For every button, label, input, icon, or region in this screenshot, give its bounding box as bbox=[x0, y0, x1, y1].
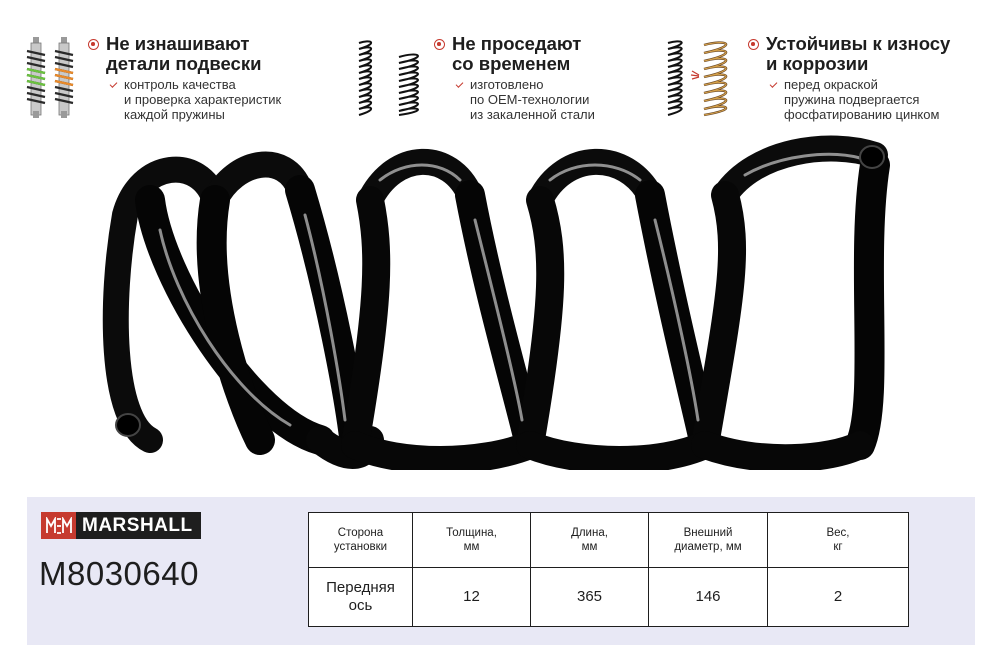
value-length: 365 bbox=[530, 567, 649, 627]
check-icon bbox=[455, 80, 464, 88]
brand-name: MARSHALL bbox=[82, 514, 193, 536]
bullet-icon bbox=[88, 39, 99, 50]
header-thickness: Толщина, мм bbox=[412, 512, 531, 568]
marshall-logo: MARSHALL bbox=[41, 512, 201, 539]
check-icon bbox=[769, 80, 778, 88]
shock-absorbers-icon bbox=[26, 37, 74, 118]
value-thickness: 12 bbox=[412, 567, 531, 627]
check-icon bbox=[109, 80, 118, 88]
value-side: Передняя ось bbox=[308, 567, 413, 627]
feature-title: Устойчивы к износу и коррозии bbox=[766, 33, 951, 74]
zinc-spring-icon bbox=[667, 40, 728, 117]
spec-header-row: Сторона установки Толщина, мм Длина, мм Вне… bbox=[308, 512, 909, 568]
feature-title: Не проседают со временем bbox=[452, 33, 582, 74]
header-side: Сторона установки bbox=[308, 512, 413, 568]
feature-desc: изготовлено по OEM-технологии из закален… bbox=[470, 77, 595, 122]
header-length: Длина, мм bbox=[530, 512, 649, 568]
spec-table: Сторона установки Толщина, мм Длина, мм Вне… bbox=[308, 512, 909, 627]
springs-pair-icon bbox=[358, 40, 419, 116]
product-info-panel: MARSHALL M8030640 Сторона установки Толщи… bbox=[27, 497, 975, 645]
feature-title: Не изнашивают детали подвески bbox=[106, 33, 262, 74]
coil-spring-image bbox=[102, 135, 890, 470]
header-weight: Вес, кг bbox=[767, 512, 909, 568]
feature-desc: контроль качества и проверка характерист… bbox=[124, 77, 282, 122]
header-outer-diameter: Внешний диаметр, мм bbox=[648, 512, 768, 568]
bullet-icon bbox=[748, 39, 759, 50]
value-outer-diameter: 146 bbox=[648, 567, 768, 627]
value-weight: 2 bbox=[767, 567, 909, 627]
spec-values-row: Передняя ось 12 365 146 2 bbox=[308, 567, 909, 627]
bullet-icon bbox=[434, 39, 445, 50]
part-number: M8030640 bbox=[39, 555, 199, 592]
marshall-mark-icon bbox=[41, 512, 76, 539]
feature-desc: перед окраской пружина подвергается фосф… bbox=[784, 77, 940, 122]
